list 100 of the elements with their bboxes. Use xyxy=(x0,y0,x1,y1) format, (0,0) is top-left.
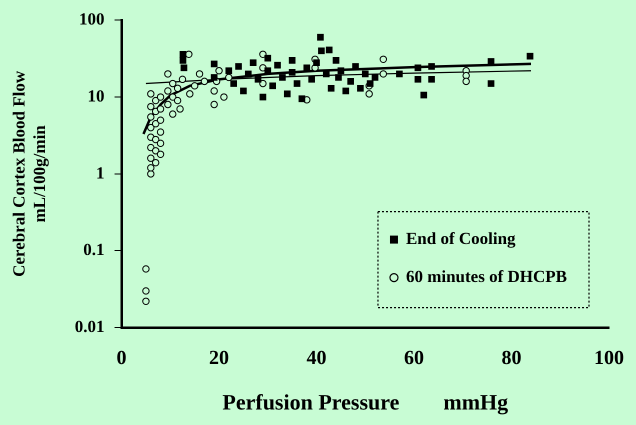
point xyxy=(210,60,218,68)
point xyxy=(303,64,310,72)
point xyxy=(332,57,340,64)
point xyxy=(288,68,296,76)
point xyxy=(366,80,374,87)
x-tick-label: 80 xyxy=(502,346,522,369)
point xyxy=(147,154,154,162)
point xyxy=(308,76,315,83)
point xyxy=(244,70,252,78)
point xyxy=(156,116,164,124)
point xyxy=(156,140,164,148)
point xyxy=(152,147,160,154)
point xyxy=(259,80,267,88)
point xyxy=(200,78,208,86)
point xyxy=(142,287,150,295)
point xyxy=(428,63,435,70)
point xyxy=(372,74,378,81)
point xyxy=(186,90,194,98)
point xyxy=(147,164,154,172)
point xyxy=(338,67,344,74)
point xyxy=(347,78,354,85)
point xyxy=(462,72,470,80)
point xyxy=(210,87,218,95)
point xyxy=(414,64,422,72)
point xyxy=(279,74,286,81)
point xyxy=(328,84,334,92)
x-axis-title: Perfusion Pressure mmHg xyxy=(222,389,508,414)
legend-label: 60 minutes of DHCPB xyxy=(406,266,568,286)
point xyxy=(156,128,164,136)
point xyxy=(180,64,188,72)
point xyxy=(156,105,164,113)
point xyxy=(180,57,186,64)
point xyxy=(284,90,291,98)
point xyxy=(342,88,350,94)
point xyxy=(152,136,160,144)
point xyxy=(259,50,267,58)
x-tick-label: 0 xyxy=(116,346,127,369)
point xyxy=(230,80,237,87)
point xyxy=(147,170,154,178)
point xyxy=(380,56,388,63)
point xyxy=(365,90,373,98)
point xyxy=(235,63,242,70)
point xyxy=(164,87,172,95)
point xyxy=(147,102,154,110)
point xyxy=(220,93,228,101)
point xyxy=(142,265,150,273)
point xyxy=(396,70,403,78)
point xyxy=(225,74,232,82)
point xyxy=(335,74,342,81)
point xyxy=(156,150,164,158)
y-tick-label: 0.01 xyxy=(74,316,105,336)
point xyxy=(488,80,494,87)
point xyxy=(317,34,324,41)
point xyxy=(326,46,333,54)
point xyxy=(169,80,176,88)
point xyxy=(164,100,172,108)
point xyxy=(357,84,364,92)
point xyxy=(215,67,223,74)
point xyxy=(264,54,272,62)
point xyxy=(225,67,232,74)
point xyxy=(526,52,534,60)
point xyxy=(322,70,330,78)
point xyxy=(210,74,218,81)
x-tick-label: 60 xyxy=(404,346,424,369)
point xyxy=(174,84,182,92)
point xyxy=(269,82,276,90)
y-tick-label: 0.1 xyxy=(83,240,105,260)
point xyxy=(254,76,262,83)
point xyxy=(210,100,218,108)
x-tick-label: 40 xyxy=(306,346,327,369)
point xyxy=(362,70,369,78)
point xyxy=(260,94,266,100)
point xyxy=(414,76,422,83)
point xyxy=(169,110,176,118)
y-tick-label: 1 xyxy=(96,163,105,182)
point xyxy=(250,59,256,66)
legend-label: End of Cooling xyxy=(406,228,516,248)
x-tick-label: 20 xyxy=(209,346,230,369)
point xyxy=(176,105,184,113)
point xyxy=(298,95,306,102)
point xyxy=(178,76,186,84)
point xyxy=(147,113,154,121)
point xyxy=(318,47,325,54)
point xyxy=(294,80,300,87)
point xyxy=(147,124,154,132)
point xyxy=(164,70,172,78)
point xyxy=(274,62,281,68)
y-axis-title: Cerebral Cortex Blood Flow mL/100g/min xyxy=(10,70,49,277)
point xyxy=(196,70,204,78)
point xyxy=(147,90,154,98)
point xyxy=(288,57,296,64)
point xyxy=(462,78,470,86)
point xyxy=(180,50,186,58)
point xyxy=(152,96,160,104)
x-tick-label: 100 xyxy=(594,346,624,369)
point xyxy=(152,120,160,128)
point xyxy=(190,82,198,90)
point xyxy=(488,58,494,65)
point xyxy=(156,93,164,101)
point xyxy=(380,70,388,78)
